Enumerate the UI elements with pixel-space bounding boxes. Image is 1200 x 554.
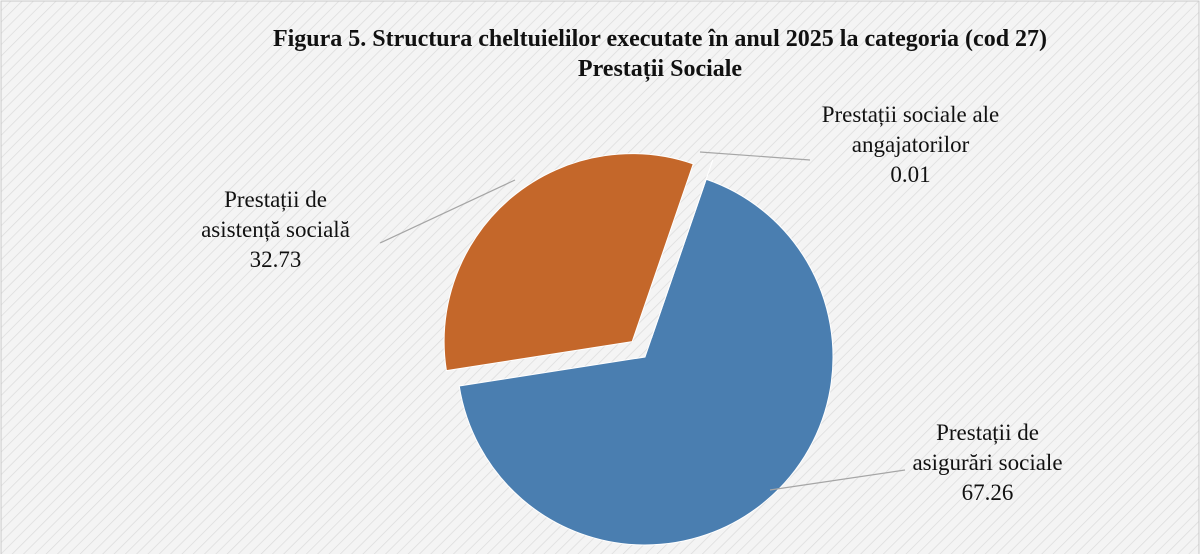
data-label: Prestații sociale ale angajatorilor 0.01 [818, 100, 1003, 190]
data-label: Prestații de asistență socială 32.73 [183, 185, 368, 275]
pie-slice [443, 153, 694, 372]
data-label-box: Prestații sociale ale angajatorilor 0.01 [818, 100, 1003, 190]
pie-slice [651, 159, 714, 339]
data-label-box: Prestații de asistență socială 32.73 [183, 185, 368, 275]
category-label: Prestații de asigurări sociale [912, 420, 1063, 475]
chart-title: Figura 5. Structura cheltuielilor execut… [272, 26, 1048, 82]
leader-line [769, 469, 906, 491]
value-label: 67.26 [961, 480, 1014, 505]
data-label: Prestații de asigurări sociale 67.26 [895, 418, 1080, 508]
value-label: 0.01 [890, 162, 931, 187]
value-label: 32.73 [249, 247, 302, 272]
leader-line [699, 151, 811, 161]
title-box: Figura 5. Structura cheltuielilor execut… [272, 26, 1048, 82]
category-label: Prestații de asistență socială [201, 187, 350, 242]
category-label: Prestații sociale ale angajatorilor [821, 102, 1000, 157]
pie-slice [458, 178, 834, 546]
leader-line [379, 179, 516, 244]
data-label-box: Prestații de asigurări sociale 67.26 [895, 418, 1080, 508]
